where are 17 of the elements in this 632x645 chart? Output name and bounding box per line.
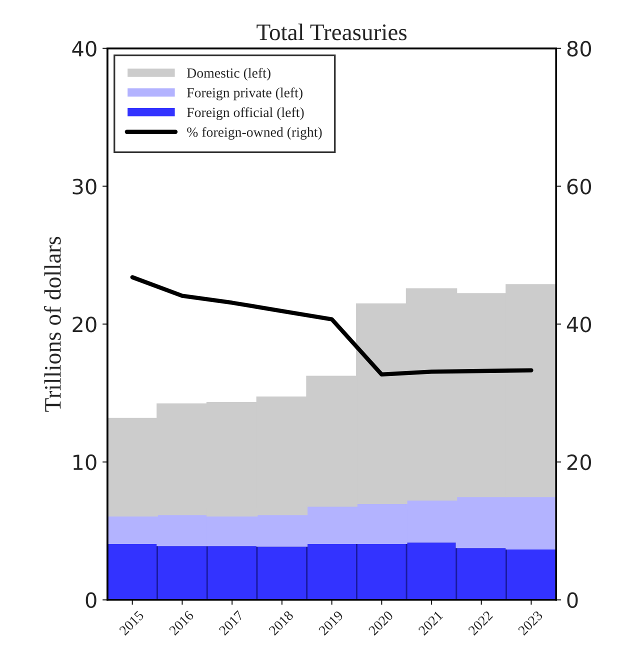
line-series [130, 275, 534, 377]
y2-tick-label: 60 [567, 178, 592, 194]
y2-tick-label: 20 [567, 454, 592, 470]
legend-label: Foreign private (left) [187, 88, 302, 100]
legend-label: Domestic (left) [187, 68, 270, 81]
chart-title: Total Treasuries [256, 24, 407, 40]
legend-label: % foreign-owned (right) [187, 126, 322, 140]
y-axis-title: Trillions of dollars [44, 236, 61, 412]
y-tick-label: 10 [73, 454, 96, 470]
y-tick-label: 20 [72, 316, 96, 332]
y2-tick-label: 40 [566, 316, 592, 332]
legend-label: Foreign official (left) [187, 107, 304, 120]
y2-tick-label: 0 [567, 592, 578, 608]
y-tick-label: 30 [72, 178, 96, 194]
y-tick-label: 40 [72, 40, 96, 57]
y-tick-label: 0 [86, 592, 96, 608]
y2-tick-label: 80 [567, 40, 592, 57]
